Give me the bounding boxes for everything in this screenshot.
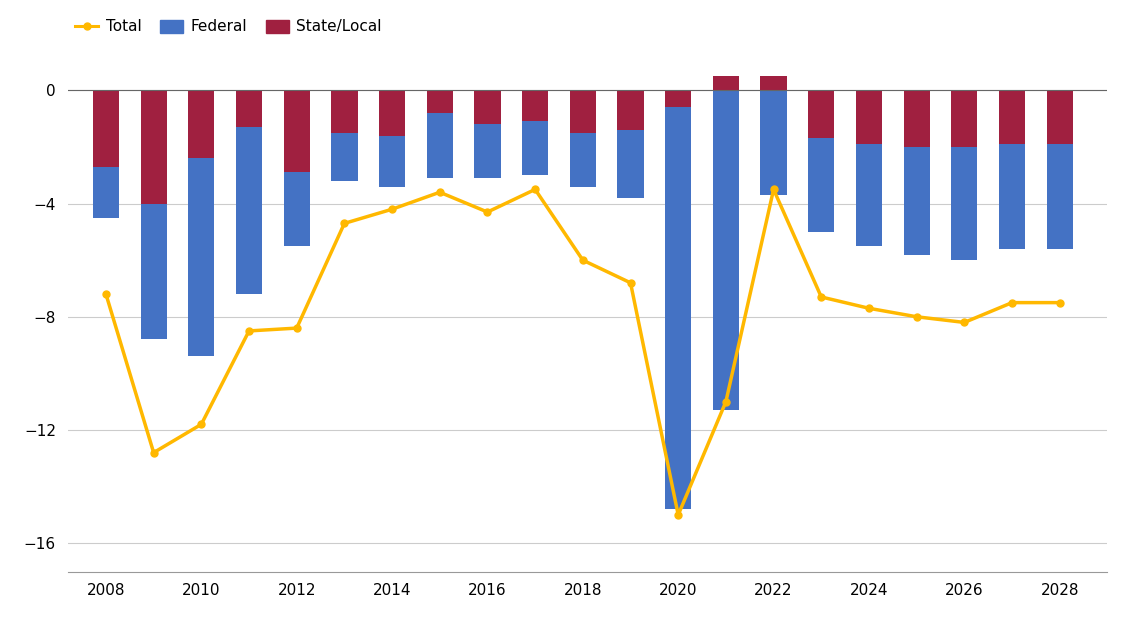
Bar — [189, 158, 215, 356]
Bar — [760, 90, 786, 195]
Bar — [999, 144, 1025, 249]
Bar — [284, 90, 310, 173]
Bar — [808, 90, 834, 138]
Bar — [236, 90, 262, 294]
Bar — [713, 90, 739, 410]
Bar — [522, 121, 548, 175]
Bar — [284, 90, 310, 246]
Bar — [855, 90, 883, 144]
Bar — [1046, 90, 1072, 249]
Bar — [189, 90, 215, 158]
Bar — [475, 90, 501, 178]
Bar — [93, 90, 119, 167]
Bar — [331, 90, 357, 181]
Bar — [236, 127, 262, 294]
Bar — [666, 90, 692, 107]
Bar — [617, 90, 644, 130]
Bar — [427, 113, 453, 178]
Bar — [855, 90, 883, 246]
Bar — [570, 133, 596, 187]
Bar — [904, 90, 930, 255]
Bar — [617, 130, 644, 198]
Bar — [522, 90, 548, 121]
Bar — [140, 90, 167, 340]
Bar — [855, 144, 883, 246]
Bar — [904, 147, 930, 255]
Bar — [331, 90, 357, 133]
Bar — [1046, 90, 1072, 144]
Bar — [666, 90, 692, 509]
Bar — [951, 90, 977, 260]
Bar — [475, 124, 501, 178]
Bar — [713, 39, 739, 90]
Bar — [284, 173, 310, 246]
Bar — [140, 90, 167, 204]
Bar — [379, 90, 406, 136]
Bar — [522, 90, 548, 175]
Bar — [140, 204, 167, 340]
Bar — [427, 90, 453, 178]
Bar — [999, 90, 1025, 249]
Bar — [427, 90, 453, 113]
Bar — [379, 90, 406, 187]
Legend: Total, Federal, State/Local: Total, Federal, State/Local — [76, 20, 382, 34]
Bar — [189, 90, 215, 356]
Bar — [475, 90, 501, 124]
Bar — [236, 90, 262, 127]
Bar — [904, 90, 930, 147]
Bar — [999, 90, 1025, 144]
Bar — [379, 136, 406, 187]
Bar — [331, 133, 357, 181]
Bar — [570, 90, 596, 133]
Bar — [951, 147, 977, 260]
Bar — [1046, 144, 1072, 249]
Bar — [617, 90, 644, 198]
Bar — [760, 48, 786, 90]
Bar — [93, 90, 119, 218]
Bar — [93, 167, 119, 218]
Bar — [951, 90, 977, 147]
Bar — [808, 90, 834, 232]
Bar — [808, 138, 834, 232]
Bar — [666, 107, 692, 509]
Bar — [570, 90, 596, 187]
